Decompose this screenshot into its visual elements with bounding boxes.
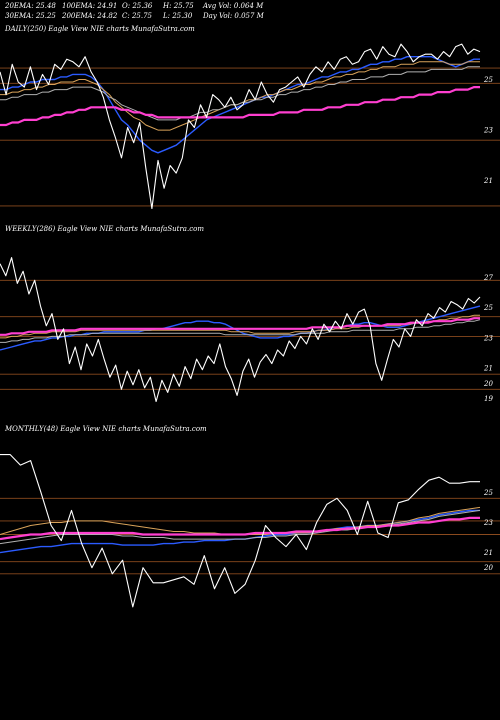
- weekly-ytick-label: 20: [483, 380, 493, 388]
- stat-ema100: 100EMA: 24.91: [62, 2, 118, 10]
- monthly-ema-blue-line: [0, 509, 480, 554]
- monthly-panel-title: MONTHLY(48) Eagle View NIE charts Munafa…: [5, 425, 207, 433]
- daily-ema-blue-line: [0, 56, 480, 154]
- weekly-ema-amber-line: [0, 314, 480, 339]
- monthly-price-line: [0, 454, 480, 608]
- weekly-ytick-label: 25: [483, 304, 493, 312]
- monthly-ema-pink-line: [0, 516, 480, 541]
- stat-close: C: 25.75: [122, 12, 152, 20]
- daily-ema-gray-line: [0, 66, 480, 121]
- monthly-ytick-label: 20: [483, 564, 493, 572]
- stat-ema200: 200EMA: 24.82: [62, 12, 118, 20]
- weekly-ema-pink-line: [0, 317, 480, 336]
- stat-low: L: 25.30: [163, 12, 193, 20]
- daily-ytick-label: 25: [483, 76, 493, 84]
- stat-open: O: 25.36: [122, 2, 153, 10]
- stat-ema30: 30EMA: 25.25: [5, 12, 56, 20]
- stat-dayvol: Day Vol: 0.057 M: [203, 12, 264, 20]
- monthly-ema-gray-line: [0, 509, 481, 545]
- daily-ema-pink-line: [0, 85, 480, 127]
- monthly-ytick-label: 25: [483, 489, 493, 497]
- daily-ytick-label: 21: [483, 177, 493, 185]
- weekly-price-line: [0, 257, 481, 403]
- stat-high: H: 25.75: [163, 2, 194, 10]
- weekly-ytick-label: 21: [483, 365, 493, 373]
- stat-avgvol: Avg Vol: 0.064 M: [203, 2, 264, 10]
- monthly-chart: 25 23 21 20: [0, 454, 500, 608]
- weekly-ytick-label: 19: [484, 395, 493, 403]
- weekly-ytick-label: 23: [483, 334, 493, 342]
- monthly-ytick-label: 23: [483, 519, 493, 527]
- weekly-chart: 27 25 23 21 20 19: [0, 257, 500, 403]
- daily-price-line: [0, 43, 481, 210]
- stat-ema20: 20EMA: 25.48: [5, 2, 56, 10]
- monthly-ytick-label: 21: [483, 549, 493, 557]
- daily-chart: 25 23 21: [0, 43, 500, 210]
- daily-ytick-label: 23: [483, 127, 493, 135]
- daily-panel-title: DAILY(250) Eagle View NIE charts MunafaS…: [5, 25, 195, 33]
- weekly-ytick-label: 27: [483, 274, 493, 282]
- weekly-ema-gray-line: [0, 319, 481, 343]
- weekly-panel-title: WEEKLY(286) Eagle View NIE charts Munafa…: [5, 225, 204, 233]
